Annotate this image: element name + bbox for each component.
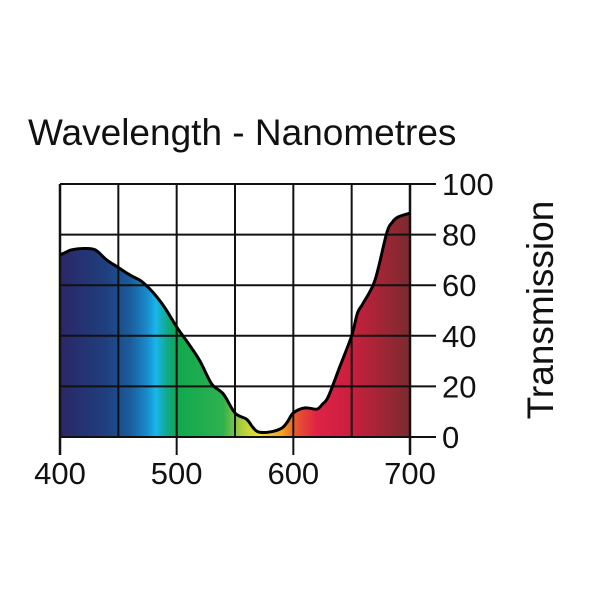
x-tick-label: 700: [384, 456, 436, 491]
y-tick-label: 20: [442, 369, 476, 404]
y-tick-label: 40: [442, 319, 476, 354]
y-tick-label: 100: [442, 167, 494, 202]
chart-title: Wavelength - Nanometres: [28, 112, 456, 153]
y-tick-label: 0: [442, 420, 459, 455]
y-tick-label: 60: [442, 268, 476, 303]
transmission-line: [59, 211, 411, 434]
y-tick-label: 80: [442, 218, 476, 253]
y-axis-label: Transmission: [520, 201, 561, 420]
x-tick-label: 500: [151, 456, 203, 491]
x-tick-label: 400: [34, 456, 86, 491]
x-tick-label: 600: [267, 456, 319, 491]
transmission-area: [60, 213, 410, 437]
